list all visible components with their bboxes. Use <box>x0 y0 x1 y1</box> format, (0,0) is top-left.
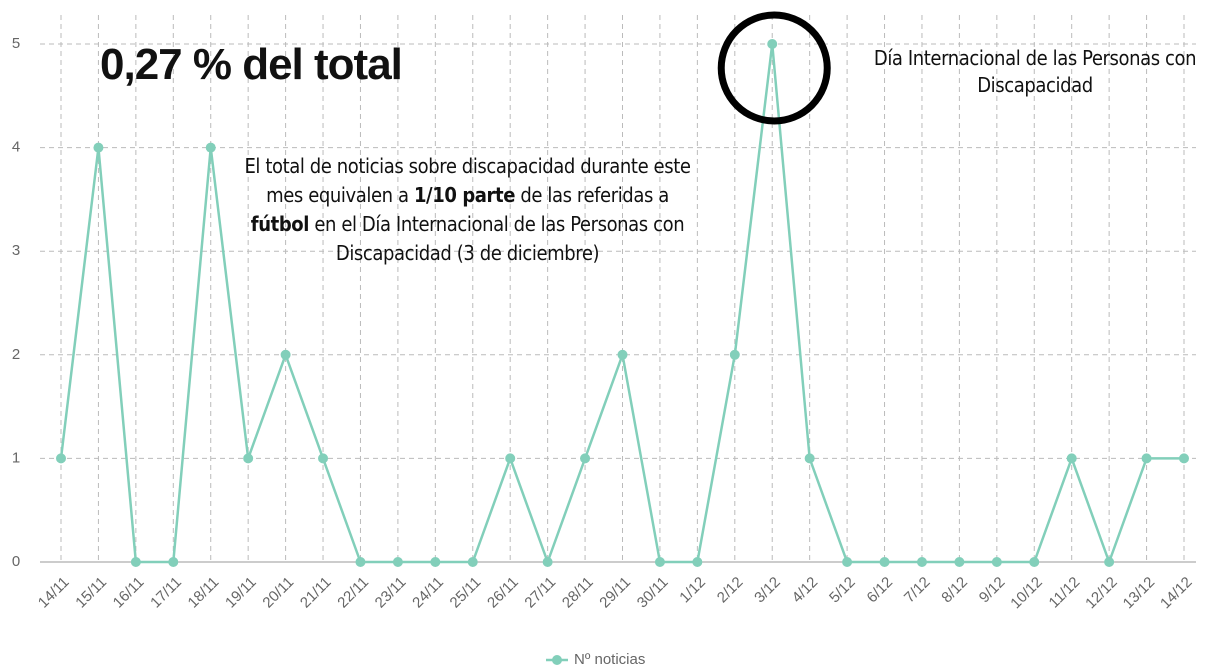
data-point <box>93 142 104 153</box>
data-point <box>168 557 179 567</box>
annotation-text: El total de noticias sobre discapacidad … <box>244 154 691 207</box>
data-point <box>1141 453 1152 464</box>
chart-title: 0,27 % del total <box>100 40 403 89</box>
x-tick-label: 3/12 <box>751 574 784 607</box>
data-point <box>954 557 965 567</box>
x-tick-label: 9/12 <box>976 574 1009 607</box>
data-point <box>580 453 591 464</box>
legend-label: Nº noticias <box>574 651 645 668</box>
y-tick-label: 1 <box>12 449 20 466</box>
x-tick-label: 14/11 <box>35 574 73 612</box>
data-point <box>542 557 553 567</box>
data-point <box>1029 557 1040 567</box>
x-tick-label: 1/12 <box>676 574 709 607</box>
highlight-circle <box>717 11 831 125</box>
data-point <box>804 453 815 464</box>
data-point <box>617 349 628 360</box>
data-point <box>392 557 403 567</box>
data-point <box>991 557 1002 567</box>
x-tick-label: 26/11 <box>484 574 522 612</box>
annotation-text: 1/10 parte <box>413 183 516 207</box>
x-tick-label: 19/11 <box>222 574 260 612</box>
x-tick-label: 12/12 <box>1082 574 1121 613</box>
x-tick-label: 23/11 <box>372 574 410 612</box>
x-tick-label: 7/12 <box>901 574 934 607</box>
x-tick-label: 18/11 <box>185 574 223 612</box>
data-point <box>1104 557 1115 567</box>
x-tick-label: 17/11 <box>147 574 185 612</box>
legend-marker <box>552 655 562 665</box>
x-tick-label: 8/12 <box>938 574 971 607</box>
x-tick-label: 27/11 <box>521 574 559 612</box>
data-point <box>916 557 927 567</box>
data-point <box>692 557 703 567</box>
x-tick-label: 4/12 <box>789 574 822 607</box>
annotation-text: de las referidas a <box>515 183 669 207</box>
data-point <box>280 349 291 360</box>
x-tick-label: 2/12 <box>714 574 747 607</box>
data-point <box>879 557 890 567</box>
x-tick-label: 5/12 <box>826 574 859 607</box>
data-point <box>205 142 216 153</box>
y-tick-label: 5 <box>12 35 20 52</box>
data-point <box>1179 453 1189 464</box>
x-tick-label: 24/11 <box>409 574 447 612</box>
data-point <box>467 557 478 567</box>
data-point <box>430 557 441 567</box>
y-tick-label: 0 <box>12 553 20 570</box>
data-point <box>318 453 329 464</box>
data-point <box>1066 453 1077 464</box>
x-tick-label: 16/11 <box>110 574 148 612</box>
data-point <box>505 453 516 464</box>
data-point <box>56 453 66 464</box>
x-tick-label: 28/11 <box>559 574 597 612</box>
data-point <box>729 349 740 360</box>
y-tick-label: 4 <box>12 139 20 156</box>
x-tick-label: 14/12 <box>1157 574 1196 613</box>
x-tick-label: 30/11 <box>634 574 672 612</box>
data-point <box>842 557 853 567</box>
x-tick-label: 10/12 <box>1007 574 1046 613</box>
annotation-text: en el Día Internacional de las Personas … <box>309 212 685 265</box>
annotation-text: Día Internacional de las Personas con Di… <box>873 46 1197 97</box>
x-tick-label: 29/11 <box>596 574 634 612</box>
y-tick-label: 2 <box>12 346 20 363</box>
x-tick-label: 11/12 <box>1046 574 1084 612</box>
data-point <box>767 39 778 49</box>
annotation: El total de noticias sobre discapacidad … <box>240 152 695 268</box>
x-tick-label: 21/11 <box>297 574 335 612</box>
data-point <box>130 557 141 567</box>
x-tick-label: 25/11 <box>447 574 485 612</box>
x-tick-label: 22/11 <box>334 574 372 612</box>
x-tick-label: 6/12 <box>863 574 896 607</box>
x-tick-label: 20/11 <box>259 574 297 612</box>
data-point <box>355 557 366 567</box>
x-tick-label: 15/11 <box>72 574 110 612</box>
annotation: Día Internacional de las Personas con Di… <box>855 45 1208 99</box>
y-tick-label: 3 <box>12 242 20 259</box>
annotation-text: fútbol <box>250 212 310 236</box>
data-point <box>243 453 254 464</box>
x-tick-label: 13/12 <box>1120 574 1159 613</box>
data-point <box>654 557 665 567</box>
